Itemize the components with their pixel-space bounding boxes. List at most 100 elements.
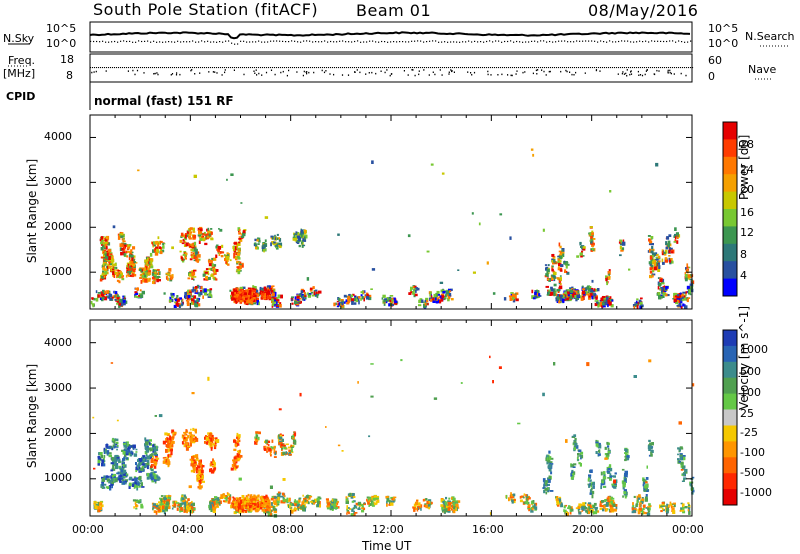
power-echo [608,273,611,276]
nsearch-dot [141,40,143,43]
power-echo [538,295,542,297]
power-echo [508,295,512,298]
velocity-echo [283,446,287,450]
freq-dot [284,67,286,69]
velocity-echo [255,431,259,434]
velocity-echo [291,503,295,506]
power-echo [206,289,210,292]
power-echo [192,271,195,273]
power-echo [448,293,452,297]
power-echo [620,239,623,244]
velocity-echo [528,504,531,507]
power-echo [221,244,224,248]
nsearch-dot [285,41,287,43]
power-echo [594,302,598,307]
nsearch-dot [333,41,335,43]
freq-dot [592,67,594,69]
velocity-echo [123,472,126,476]
velocity-echo [291,451,294,454]
power-echo [104,262,107,265]
freq-dot [158,67,160,69]
freq-dot [478,67,480,69]
power-echo [252,297,256,300]
power-echo [189,243,192,248]
power-echo [336,305,339,308]
power-echo [103,243,106,248]
nsearch-dot [258,40,260,42]
power-echo [217,245,222,250]
power-echo [104,238,108,242]
power-echo [149,252,153,257]
power-echo [211,263,214,268]
power-echo [362,291,365,294]
power-echo [556,294,560,298]
power-echo [104,254,109,259]
velocity-echo [101,486,104,488]
power-echo [556,299,559,303]
velocity-echo [146,453,148,457]
nave-dot [673,73,675,75]
power-echo [534,290,537,293]
power-echo [590,292,593,296]
power-echo [551,260,553,263]
power-echo [672,298,675,300]
freq-dot [514,67,516,69]
power-echo [450,298,454,301]
power-echo [664,249,668,254]
power-echo [191,270,193,273]
nsearch-dot [435,40,437,42]
power-echo [684,275,688,280]
velocity-echo [307,501,310,505]
power-echo [211,268,214,271]
power-echo [449,288,453,291]
velocity-echo [430,501,433,505]
nave-dot [548,70,550,73]
nave-dot [93,71,95,73]
nsearch-dot [546,41,548,43]
power-echo [232,247,235,252]
power-echo [113,263,117,267]
power-echo [347,295,350,300]
nsearch-dot [552,41,554,43]
nave-dot [105,70,107,72]
freq-dot [260,67,262,69]
nave-dot [537,69,539,71]
power-echo [559,253,563,256]
velocity-echo [233,439,237,443]
nsearch-dot [291,40,293,42]
power-echo [621,247,625,251]
velocity-echo [113,473,117,477]
velocity-echo [200,481,202,484]
power-echo [102,270,104,273]
velocity-echo [237,454,241,458]
power-echo [203,288,207,293]
velocity-echo [525,496,529,499]
power-echo [662,293,666,296]
power-echo [105,241,108,244]
power-echo [244,295,247,297]
power-echo [237,269,241,271]
velocity-echo [207,436,211,439]
power-echo [119,270,122,274]
velocity-echo [166,434,170,437]
nsearch-dot [621,40,623,42]
power-echo [607,296,610,298]
velocity-echo [106,450,110,454]
power-echo [233,245,236,248]
power-echo [239,297,242,300]
nsearch-dot [645,40,647,42]
velocity-echo [236,437,238,439]
power-echo [340,299,344,302]
power-echo [557,258,561,261]
power-echo [109,293,113,297]
freq-dot [264,67,266,69]
freq-dot [606,67,608,69]
velocity-echo [172,432,175,435]
power-echo [551,254,555,257]
power-echo [199,228,203,232]
velocity-echo [527,501,530,506]
nave-dot [136,69,139,72]
power-echo [188,273,192,277]
power-echo [511,293,515,298]
power-echo [650,263,654,265]
